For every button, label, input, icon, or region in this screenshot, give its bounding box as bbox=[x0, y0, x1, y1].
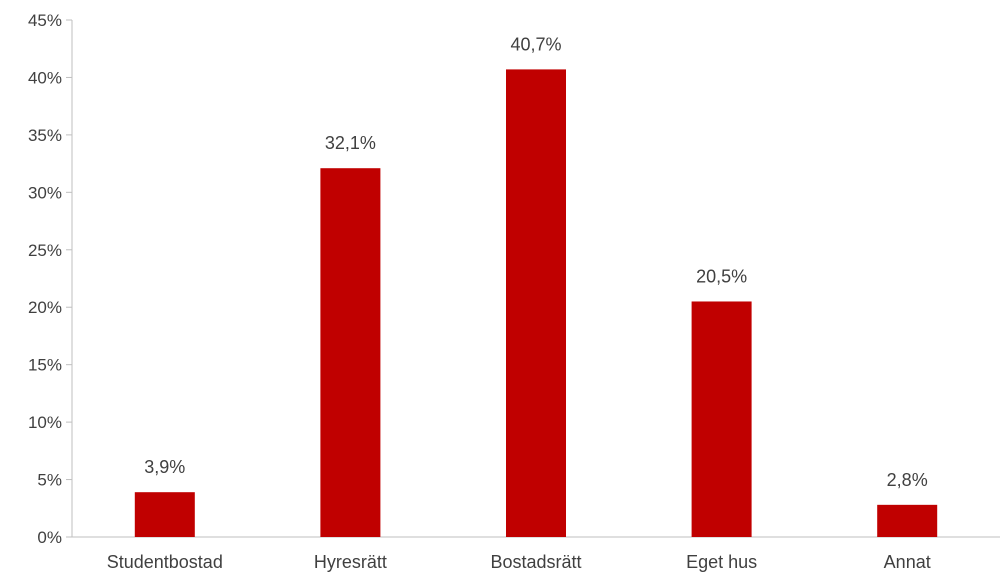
data-label: 40,7% bbox=[510, 34, 561, 54]
y-tick-label: 0% bbox=[37, 528, 62, 547]
y-tick-label: 5% bbox=[37, 471, 62, 490]
bar bbox=[877, 504, 938, 537]
bar bbox=[134, 492, 195, 537]
x-category-label: Studentbostad bbox=[107, 552, 223, 572]
data-label: 20,5% bbox=[696, 266, 747, 286]
y-tick-label: 45% bbox=[28, 11, 62, 30]
y-tick-label: 40% bbox=[28, 68, 62, 87]
y-tick-label: 25% bbox=[28, 241, 62, 260]
bars bbox=[134, 69, 938, 537]
x-category-label: Bostadsrätt bbox=[490, 552, 581, 572]
data-label: 32,1% bbox=[325, 133, 376, 153]
bar bbox=[320, 168, 381, 537]
y-tick-label: 15% bbox=[28, 356, 62, 375]
bar bbox=[691, 301, 752, 537]
y-tick-label: 10% bbox=[28, 413, 62, 432]
x-axis: Studentbostad Hyresrätt Bostadsrätt Eget hu… bbox=[72, 536, 1000, 572]
y-axis: 0% 5% 10% 15% 20% 25% 30% 35% 40% 45% bbox=[28, 11, 73, 547]
data-label: 3,9% bbox=[144, 457, 185, 477]
y-tick-label: 20% bbox=[28, 298, 62, 317]
data-label: 2,8% bbox=[887, 470, 928, 490]
x-category-label: Annat bbox=[884, 552, 931, 572]
y-tick-label: 35% bbox=[28, 126, 62, 145]
data-labels: 3,9% 32,1% 40,7% 20,5% 2,8% bbox=[144, 34, 927, 489]
bar bbox=[506, 69, 566, 537]
y-tick-label: 30% bbox=[28, 183, 62, 202]
x-category-label: Hyresrätt bbox=[314, 552, 387, 572]
x-category-label: Eget hus bbox=[686, 552, 757, 572]
